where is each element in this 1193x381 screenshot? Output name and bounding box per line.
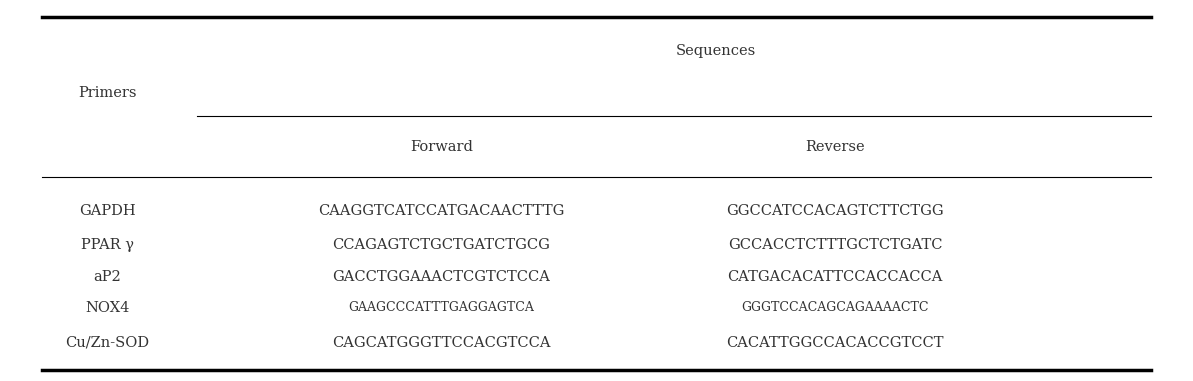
Text: Forward: Forward: [410, 140, 472, 154]
Text: aP2: aP2: [93, 271, 122, 284]
Text: NOX4: NOX4: [85, 301, 130, 315]
Text: Cu/Zn-SOD: Cu/Zn-SOD: [66, 336, 149, 350]
Text: GACCTGGAAACTCGTCTCCA: GACCTGGAAACTCGTCTCCA: [333, 271, 550, 284]
Text: CCAGAGTCTGCTGATCTGCG: CCAGAGTCTGCTGATCTGCG: [333, 238, 550, 251]
Text: GGGTCCACAGCAGAAAACTC: GGGTCCACAGCAGAAAACTC: [741, 301, 929, 314]
Text: Sequences: Sequences: [675, 45, 756, 58]
Text: GAAGCCCATTTGAGGAGTCA: GAAGCCCATTTGAGGAGTCA: [348, 301, 534, 314]
Text: CATGACACATTCCACCACCA: CATGACACATTCCACCACCA: [728, 271, 942, 284]
Text: PPAR γ: PPAR γ: [81, 238, 134, 251]
Text: CAAGGTCATCCATGACAACTTTG: CAAGGTCATCCATGACAACTTTG: [319, 205, 564, 218]
Text: CAGCATGGGTTCCACGTCCA: CAGCATGGGTTCCACGTCCA: [332, 336, 551, 350]
Text: Reverse: Reverse: [805, 140, 865, 154]
Text: Primers: Primers: [78, 86, 137, 100]
Text: GAPDH: GAPDH: [79, 205, 136, 218]
Text: GCCACCTCTTTGCTCTGATC: GCCACCTCTTTGCTCTGATC: [728, 238, 942, 251]
Text: CACATTGGCCACACCGTCCT: CACATTGGCCACACCGTCCT: [727, 336, 944, 350]
Text: GGCCATCCACAGTCTTCTGG: GGCCATCCACAGTCTTCTGG: [727, 205, 944, 218]
